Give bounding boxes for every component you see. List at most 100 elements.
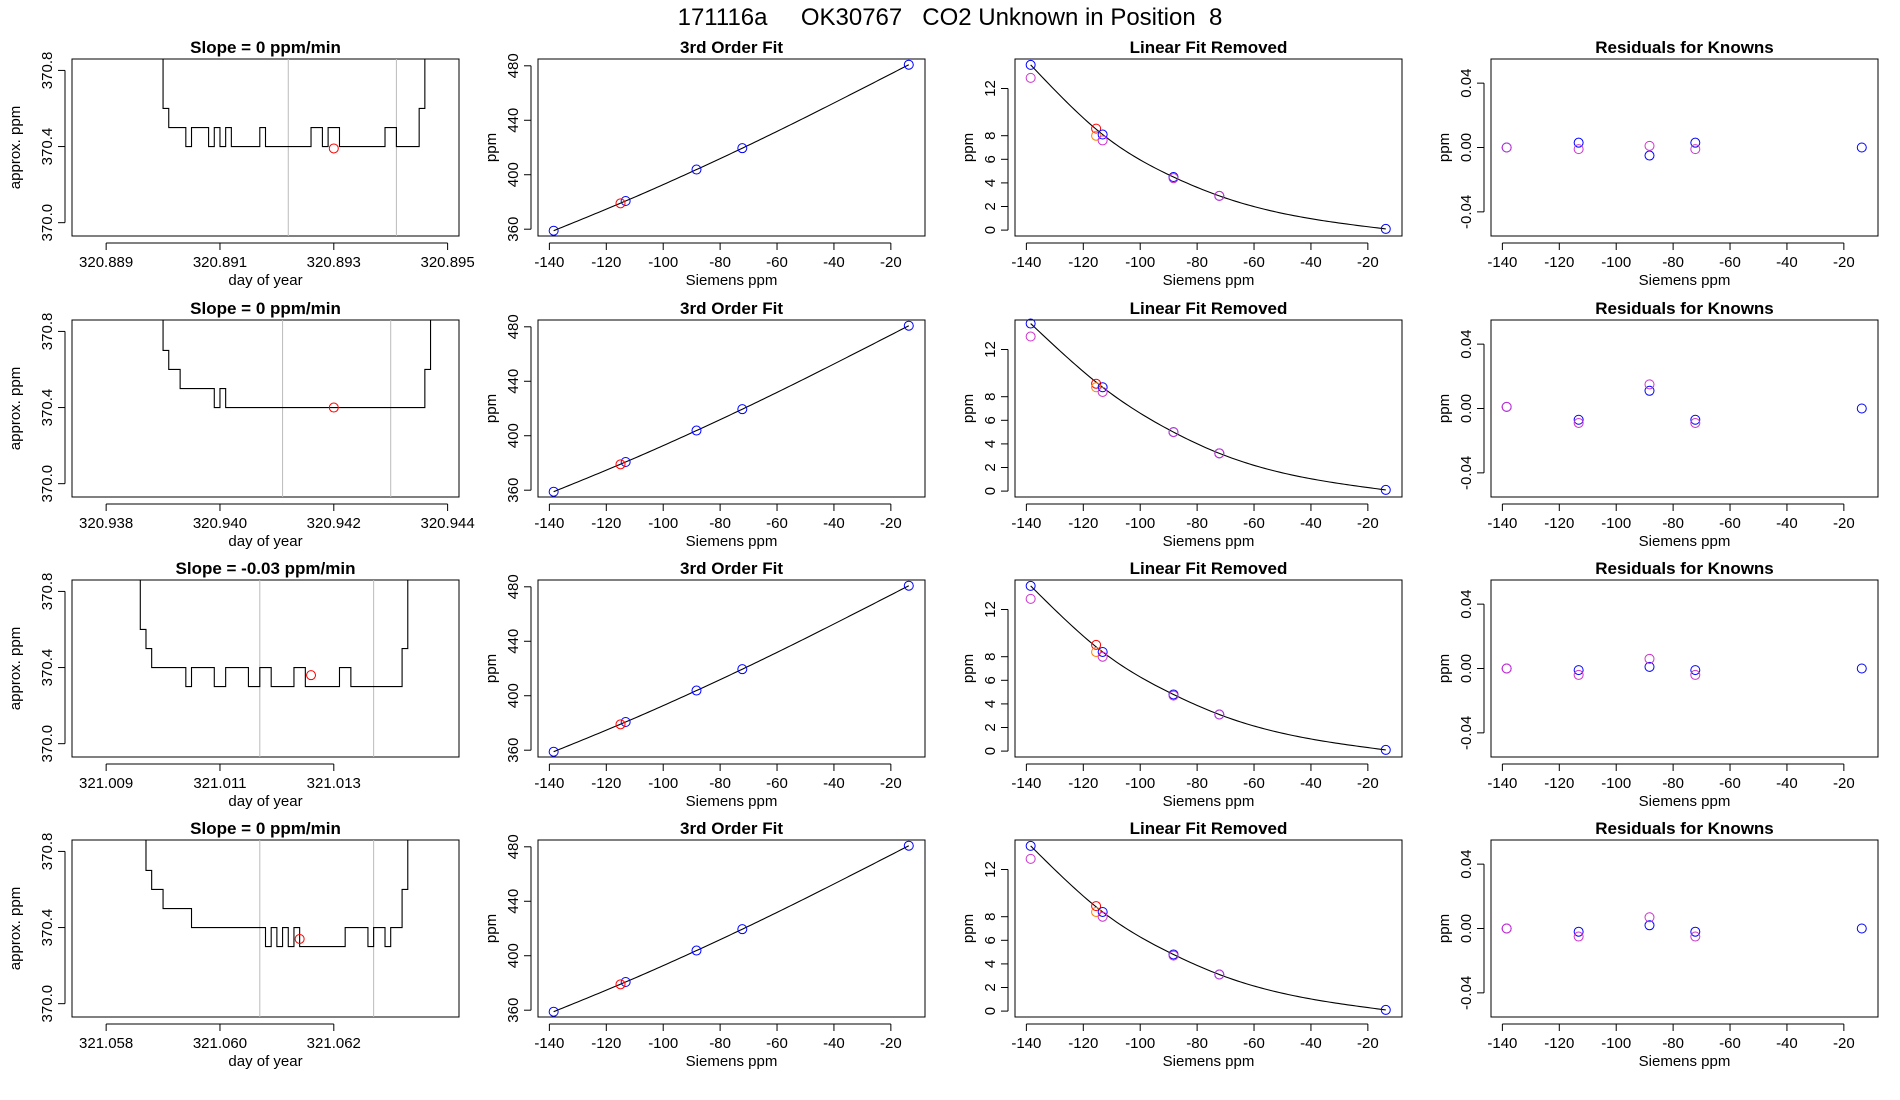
x-tick-label: -100 (1601, 1035, 1631, 1052)
y-tick-label: 8 (982, 653, 999, 661)
x-tick-label: -100 (1601, 254, 1631, 271)
y-tick-label: 6 (982, 416, 999, 424)
x-tick-label: -80 (1662, 515, 1684, 532)
x-tick-label: -20 (1357, 254, 1379, 271)
y-tick-label: 0 (982, 747, 999, 755)
data-point (1856, 142, 1867, 153)
x-tick-label: -140 (1487, 254, 1517, 271)
x-tick-label: -60 (1719, 775, 1741, 792)
y-tick-label: 370.8 (39, 52, 56, 90)
chart-title: 3rd Order Fit (680, 819, 783, 838)
data-point (1690, 926, 1701, 937)
y-tick-label: 0.00 (1458, 654, 1475, 683)
data-point (1025, 59, 1036, 70)
fit-curve (553, 64, 910, 232)
data-point (1644, 920, 1655, 931)
data-point (1097, 129, 1108, 140)
data-point (1025, 318, 1036, 329)
data-point (691, 425, 702, 436)
x-tick-label: -40 (1300, 775, 1322, 792)
data-point (1025, 580, 1036, 591)
x-tick-label: -80 (709, 515, 731, 532)
x-tick-label: -140 (534, 254, 564, 271)
x-tick-label: -20 (1833, 515, 1855, 532)
panel-1-4: Residuals for Knowns -140 -120 -100 -80 -60 -4… (1436, 38, 1879, 289)
data-point (1380, 1004, 1391, 1015)
x-tick-label: -120 (1544, 515, 1574, 532)
y-tick-label: 12 (982, 341, 999, 358)
panel-4-1: Slope = 0 ppm/min 321.058 321.060 321.062 da… (7, 819, 460, 1070)
x-tick-label: -40 (1300, 1035, 1322, 1052)
y-axis-label: ppm (483, 133, 500, 162)
x-tick-label: 320.944 (421, 515, 475, 532)
data-point (1091, 646, 1102, 657)
y-tick-label: 440 (505, 889, 522, 914)
fit-curve (553, 325, 910, 493)
x-axis-label: day of year (228, 533, 302, 550)
x-tick-label: 320.938 (79, 515, 133, 532)
y-tick-label: 12 (982, 861, 999, 878)
chart-title: Slope = 0 ppm/min (190, 299, 341, 318)
data-point (1214, 190, 1225, 201)
x-tick-label: -140 (534, 775, 564, 792)
x-tick-label: 320.940 (193, 515, 247, 532)
data-point (1644, 912, 1655, 923)
x-tick-label: -100 (1125, 775, 1155, 792)
data-point (1501, 923, 1512, 934)
y-tick-label: 370.0 (39, 204, 56, 242)
x-tick-label: -120 (591, 515, 621, 532)
x-tick-label: -40 (1300, 254, 1322, 271)
data-point (691, 164, 702, 175)
y-tick-label: 370.4 (39, 389, 56, 427)
data-point (1097, 382, 1108, 393)
y-tick-label: 440 (505, 108, 522, 133)
chart-title: Slope = 0 ppm/min (190, 819, 341, 838)
panel-1-1: Slope = 0 ppm/min 320.889 320.891 320.893 32… (7, 38, 475, 289)
x-tick-label: -80 (709, 1035, 731, 1052)
y-tick-label: 0.00 (1458, 133, 1475, 162)
x-tick-label: -80 (1186, 254, 1208, 271)
y-axis-label: ppm (483, 654, 500, 683)
plot-frame (537, 579, 926, 758)
x-axis-label: Siemens ppm (1639, 272, 1731, 289)
y-tick-label: 4 (982, 960, 999, 968)
plot-frame (71, 58, 460, 237)
y-tick-label: 400 (505, 683, 522, 708)
data-point (903, 580, 914, 591)
plot-frame (71, 319, 460, 498)
plot-frame (1490, 58, 1879, 237)
x-tick-label: 321.013 (307, 775, 361, 792)
x-tick-label: -20 (1833, 1035, 1855, 1052)
x-tick-label: -120 (1544, 1035, 1574, 1052)
data-point (1573, 144, 1584, 155)
x-tick-label: -140 (1487, 515, 1517, 532)
plot-frame (1490, 319, 1879, 498)
y-axis-label: ppm (483, 914, 500, 943)
x-tick-label: 320.891 (193, 254, 247, 271)
plot-frame (537, 839, 926, 1018)
x-tick-label: 321.060 (193, 1035, 247, 1052)
trace-line (162, 320, 432, 409)
y-tick-label: 360 (505, 738, 522, 763)
x-tick-label: -60 (1719, 1035, 1741, 1052)
x-tick-label: -40 (1776, 515, 1798, 532)
trace-line (162, 59, 426, 148)
x-tick-label: -20 (1357, 515, 1379, 532)
x-tick-label: -20 (880, 775, 902, 792)
data-point (1091, 901, 1102, 912)
y-tick-label: 8 (982, 393, 999, 401)
panel-2-1: Slope = 0 ppm/min 320.938 320.940 320.942 32… (7, 299, 475, 550)
x-tick-label: -20 (1833, 775, 1855, 792)
data-point (1168, 173, 1179, 184)
data-point (328, 402, 339, 413)
y-tick-label: 400 (505, 943, 522, 968)
x-tick-label: -140 (1011, 515, 1041, 532)
x-tick-label: -140 (1011, 775, 1041, 792)
data-point (1091, 378, 1102, 389)
y-tick-label: 0.04 (1458, 590, 1475, 619)
data-point (1380, 744, 1391, 755)
chart-title: 3rd Order Fit (680, 38, 783, 57)
data-point (1644, 150, 1655, 161)
data-point (1573, 669, 1584, 680)
y-axis-label: ppm (483, 394, 500, 423)
